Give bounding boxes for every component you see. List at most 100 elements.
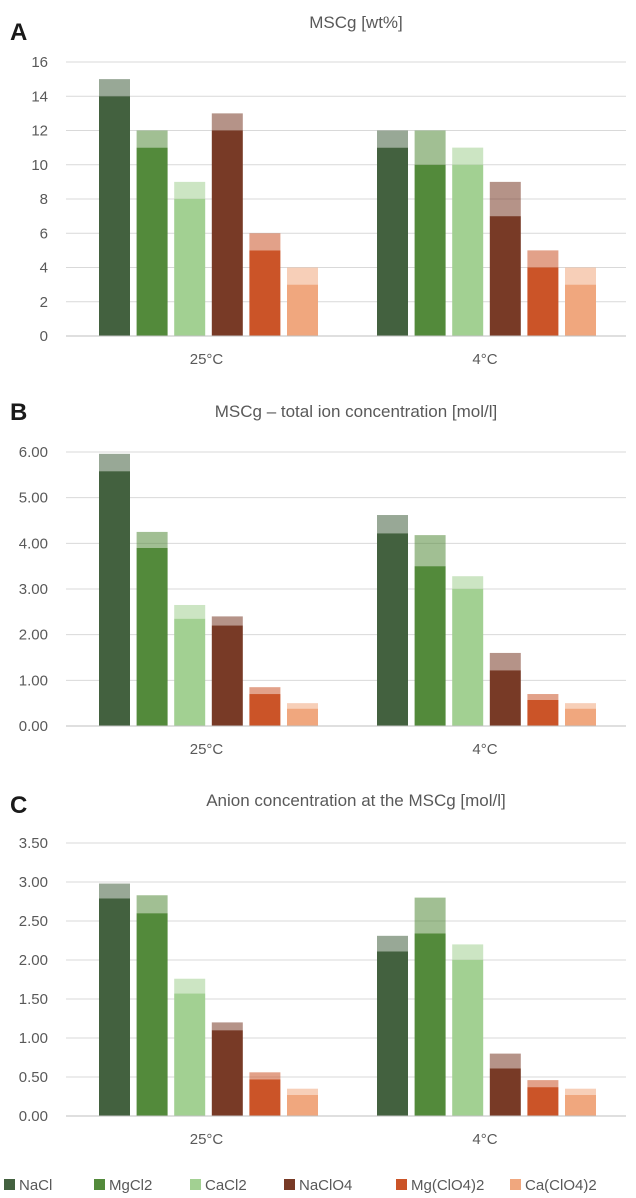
bar-range-caclo42 <box>287 1088 318 1095</box>
bar-mgclo42 <box>249 1079 281 1116</box>
bar-naclo4 <box>489 670 521 726</box>
bar-range-mgclo42 <box>527 694 559 700</box>
bar-mgcl2 <box>414 933 446 1116</box>
bar-mgcl2 <box>136 147 168 336</box>
bar-range-caclo42 <box>287 267 318 285</box>
legend-label: Ca(ClO4)2 <box>525 1177 597 1194</box>
bar-nacl <box>377 147 408 336</box>
legend-item: Ca(ClO4)2 <box>510 1177 597 1194</box>
bar-mgclo42 <box>527 699 559 726</box>
bar-range-mgclo42 <box>249 1072 281 1080</box>
bar-range-caclo42 <box>565 1088 596 1095</box>
legend-swatch <box>284 1179 295 1190</box>
y-tick-label: 16 <box>31 54 48 71</box>
legend-item: CaCl2 <box>190 1177 247 1194</box>
bar-mgcl2 <box>136 913 168 1116</box>
bar-range-mgclo42 <box>249 233 281 251</box>
bar-cacl2 <box>452 589 484 726</box>
bar-naclo4 <box>211 130 243 336</box>
x-category-label: 25°C <box>190 351 224 368</box>
x-category-label: 25°C <box>190 1131 224 1148</box>
bar-caclo42 <box>565 1094 596 1116</box>
bar-range-caclo42 <box>565 703 596 709</box>
bar-caclo42 <box>565 284 596 336</box>
bar-cacl2 <box>452 960 484 1116</box>
bar-range-nacl <box>99 79 130 97</box>
bar-range-cacl2 <box>452 944 484 960</box>
y-tick-label: 5.00 <box>19 490 48 507</box>
bar-caclo42 <box>287 708 318 726</box>
y-tick-label: 1.50 <box>19 991 48 1008</box>
bar-mgclo42 <box>249 250 281 336</box>
bar-mgclo42 <box>527 1087 559 1116</box>
bar-range-mgcl2 <box>136 895 168 914</box>
bar-range-naclo4 <box>489 181 521 217</box>
bar-range-cacl2 <box>174 604 206 619</box>
y-tick-label: 3.00 <box>19 874 48 891</box>
y-tick-label: 1.00 <box>19 1030 48 1047</box>
legend-item: Mg(ClO4)2 <box>396 1177 484 1194</box>
panel-letter: C <box>10 792 27 819</box>
bar-cacl2 <box>452 164 484 336</box>
bar-range-nacl <box>377 935 408 952</box>
x-category-label: 4°C <box>472 741 497 758</box>
y-tick-label: 2 <box>40 294 48 311</box>
y-tick-label: 14 <box>31 88 48 105</box>
bar-range-nacl <box>377 515 408 534</box>
bar-naclo4 <box>211 1030 243 1116</box>
bar-naclo4 <box>211 625 243 726</box>
x-category-label: 4°C <box>472 351 497 368</box>
y-tick-label: 0.00 <box>19 1108 48 1125</box>
legend-label: MgCl2 <box>109 1177 152 1194</box>
chart-legend: NaCl MgCl2 CaCl2 NaClO4 Mg(ClO4)2 Ca(ClO4)2 <box>4 1177 597 1194</box>
bar-range-naclo4 <box>489 1053 521 1069</box>
legend-swatch <box>396 1179 407 1190</box>
y-tick-label: 0.00 <box>19 718 48 735</box>
bar-nacl <box>99 96 130 336</box>
bar-range-naclo4 <box>211 113 243 131</box>
legend-item: NaCl <box>4 1177 52 1194</box>
bar-cacl2 <box>174 199 206 336</box>
y-tick-label: 0.50 <box>19 1069 48 1086</box>
bar-caclo42 <box>287 1094 318 1116</box>
bar-nacl <box>99 471 130 726</box>
y-tick-label: 2.00 <box>19 627 48 644</box>
y-tick-label: 4 <box>40 260 48 277</box>
legend-label: CaCl2 <box>205 1177 247 1194</box>
bar-mgclo42 <box>527 267 559 336</box>
bar-mgcl2 <box>136 547 168 726</box>
y-tick-label: 4.00 <box>19 535 48 552</box>
bar-range-cacl2 <box>452 147 484 165</box>
legend-item: NaClO4 <box>284 1177 352 1194</box>
bar-range-nacl <box>99 453 130 472</box>
bar-range-mgcl2 <box>414 130 446 165</box>
legend-swatch <box>510 1179 521 1190</box>
legend-label: NaCl <box>19 1177 52 1194</box>
y-tick-label: 2.00 <box>19 952 48 969</box>
bar-range-mgcl2 <box>136 531 168 548</box>
bar-range-caclo42 <box>565 267 596 285</box>
x-category-label: 25°C <box>190 741 224 758</box>
y-tick-label: 6 <box>40 225 48 242</box>
y-tick-label: 0 <box>40 328 48 345</box>
y-tick-label: 3.00 <box>19 581 48 598</box>
chart-panel-c: C Anion concentration at the MSCg [mol/l]… <box>10 791 626 1148</box>
bar-nacl <box>377 533 408 726</box>
y-tick-label: 8 <box>40 191 48 208</box>
bar-range-cacl2 <box>174 181 206 199</box>
panel-letter: A <box>10 19 27 46</box>
bar-cacl2 <box>174 993 206 1116</box>
legend-swatch <box>94 1179 105 1190</box>
bar-range-naclo4 <box>211 1022 243 1031</box>
y-tick-label: 12 <box>31 123 48 140</box>
bar-caclo42 <box>287 284 318 336</box>
bar-range-mgcl2 <box>136 130 168 148</box>
y-tick-label: 1.00 <box>19 672 48 689</box>
legend-label: NaClO4 <box>299 1177 352 1194</box>
panel-letter: B <box>10 399 27 426</box>
bar-mgcl2 <box>414 164 446 336</box>
legend-swatch <box>190 1179 201 1190</box>
bar-range-cacl2 <box>452 576 484 589</box>
bar-cacl2 <box>174 618 206 726</box>
